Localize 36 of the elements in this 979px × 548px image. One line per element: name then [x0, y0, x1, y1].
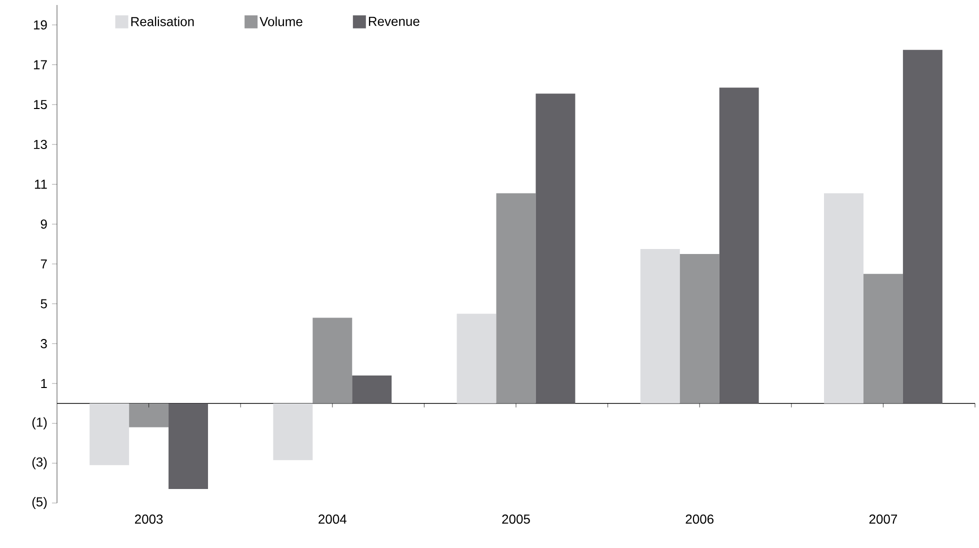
y-tick-label: (5) — [32, 496, 47, 510]
x-tick-label: 2006 — [686, 514, 714, 524]
y-tick-label: 13 — [34, 140, 47, 150]
bar — [902, 50, 942, 404]
legend-label: Realisation — [131, 16, 194, 26]
bar — [129, 403, 169, 428]
bar — [168, 403, 208, 490]
bar — [90, 403, 130, 466]
x-tick-label: 2004 — [318, 514, 346, 524]
bar — [456, 314, 496, 404]
x-tick-label: 2003 — [134, 514, 163, 524]
bar — [496, 193, 536, 404]
bar — [312, 318, 352, 404]
bar — [824, 193, 864, 404]
legend-label: Volume — [260, 16, 302, 26]
y-tick-label: 15 — [34, 100, 47, 110]
y-tick-label: 19 — [34, 20, 47, 30]
y-tick-label: 1 — [41, 379, 47, 388]
y-tick-label: 17 — [34, 60, 47, 70]
y-tick-label: 11 — [34, 180, 47, 189]
bar — [273, 403, 313, 460]
y-tick-label: 3 — [40, 339, 47, 348]
bar — [863, 274, 903, 404]
bar — [352, 376, 392, 404]
bar — [719, 88, 759, 404]
y-tick-label: (3) — [32, 457, 47, 470]
y-tick-label: 7 — [40, 259, 47, 268]
bar — [680, 254, 720, 404]
y-tick-label: 5 — [40, 299, 47, 308]
x-tick-label: 2007 — [869, 514, 898, 524]
x-tick-label: 2005 — [502, 514, 530, 524]
bar — [640, 249, 680, 404]
y-tick-label: 9 — [40, 220, 47, 229]
legend-label: Revenue — [368, 16, 420, 26]
y-tick-label: (1) — [32, 417, 47, 430]
bar — [536, 94, 576, 404]
